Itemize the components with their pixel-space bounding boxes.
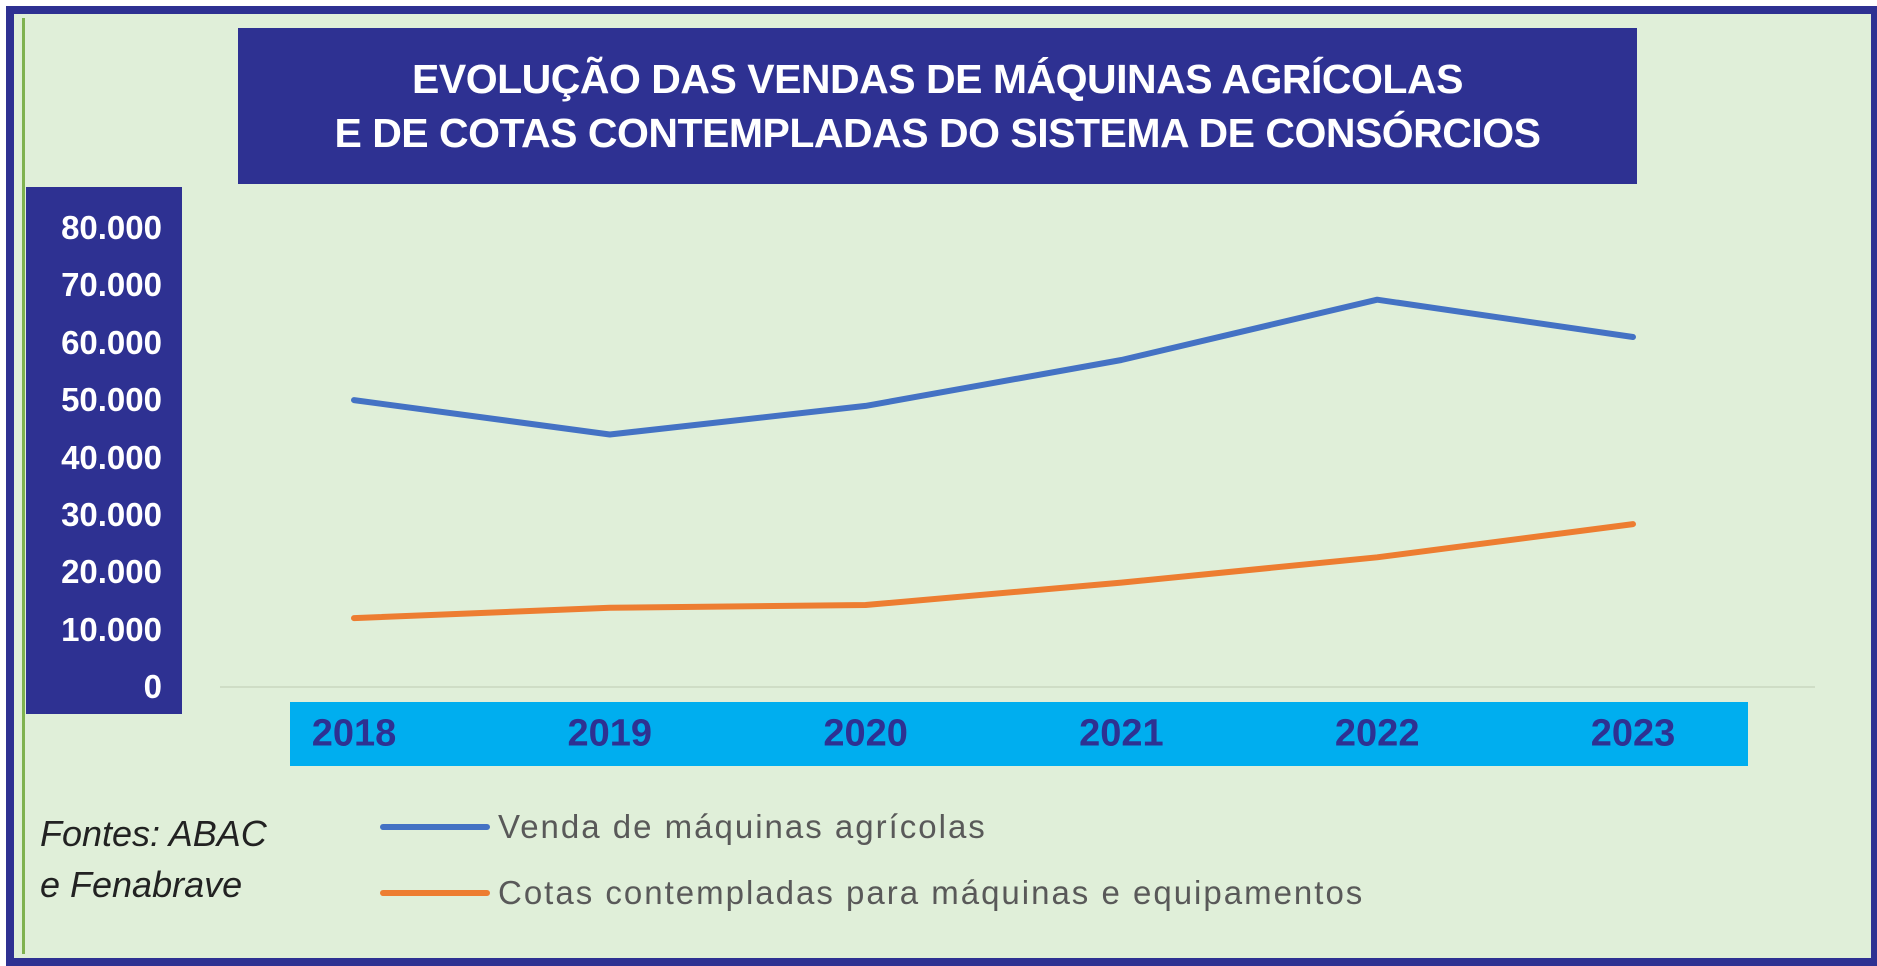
x-tick-label: 2023 [1590, 712, 1676, 755]
x-tick-label: 2020 [823, 712, 908, 755]
legend-label-machine-sales: Venda de máquinas agrícolas [498, 808, 987, 845]
x-tick-label: 2021 [1079, 712, 1164, 755]
y-tick-label: 80.000 [61, 209, 162, 246]
frame-accent-line [22, 18, 25, 954]
series-line-0 [351, 296, 1636, 438]
x-axis-band: 2018 2019 2020 2021 2022 2023 [290, 702, 1748, 766]
legend-swatch-quotas [380, 890, 490, 896]
source-line-2: e Fenabrave [40, 864, 243, 905]
legend-label-quotas: Cotas contempladas para máquinas e equip… [498, 874, 1365, 911]
chart-title-line-1: EVOLUÇÃO DAS VENDAS DE MÁQUINAS AGRÍCOLA… [412, 56, 1463, 102]
y-tick-label: 20.000 [61, 553, 162, 591]
y-tick-label: 0 [143, 668, 162, 705]
y-axis-panel: 80.000 70.000 60.000 50.000 40.000 30.000 20.0… [26, 187, 182, 714]
y-tick-label: 60.000 [61, 323, 162, 361]
y-tick-label: 70.000 [61, 266, 162, 304]
y-tick-label: 50.000 [61, 381, 162, 419]
chart-title: EVOLUÇÃO DAS VENDAS DE MÁQUINAS AGRÍCOLA… [238, 28, 1637, 184]
chart-title-line-2: E DE COTAS CONTEMPLADAS DO SISTEMA DE CO… [334, 110, 1541, 156]
x-tick-label: 2018 [311, 712, 397, 755]
y-tick-label: 30.000 [61, 495, 162, 533]
y-tick-label: 40.000 [61, 438, 162, 476]
source-line-1: Fontes: ABAC [40, 813, 267, 854]
series-line-1 [351, 521, 1636, 622]
y-tick-label: 10.000 [61, 610, 162, 648]
legend-item-quotas: Cotas contempladas para máquinas e equip… [380, 874, 1364, 912]
legend-swatch-machine-sales [380, 824, 490, 830]
x-tick-label: 2022 [1334, 712, 1420, 755]
source-note: Fontes: ABAC e Fenabrave [40, 808, 267, 910]
legend-item-machine-sales: Venda de máquinas agrícolas [380, 808, 987, 846]
x-tick-label: 2019 [567, 712, 653, 755]
